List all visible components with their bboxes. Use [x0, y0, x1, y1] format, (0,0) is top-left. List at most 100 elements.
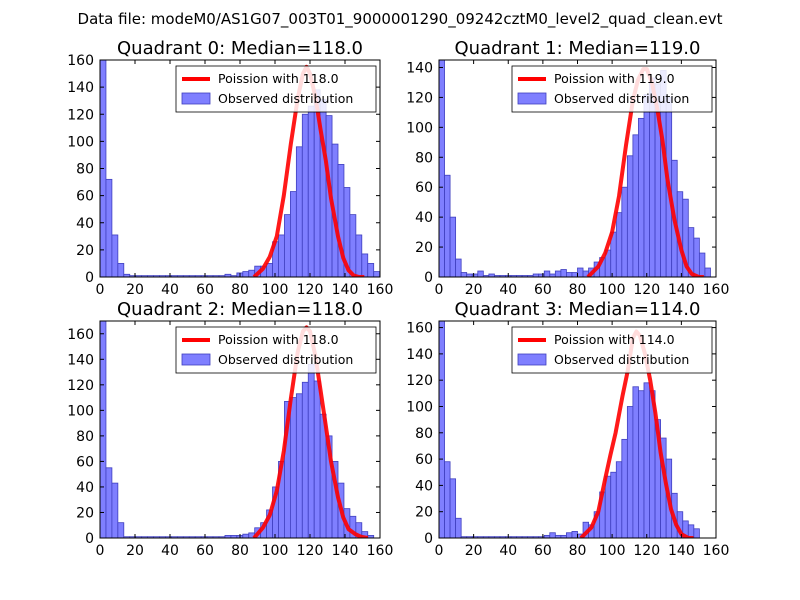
quadrant-1-ytick-0: 0	[424, 270, 433, 286]
quadrant-2-xtick-6: 120	[297, 543, 324, 559]
quadrant-3-bar-46	[693, 528, 700, 538]
quadrant-3-ytick-3: 60	[415, 452, 433, 468]
quadrant-3-bar-0	[439, 321, 445, 538]
quadrant-2-xtick-5: 100	[262, 543, 289, 559]
quadrant-1-bar-2	[449, 216, 457, 277]
quadrant-0-ytick-3: 60	[76, 189, 94, 205]
quadrant-1-ytick-5: 100	[406, 120, 433, 136]
quadrant-0-ytick-1: 20	[76, 243, 94, 259]
quadrant-2-bar-34	[301, 381, 309, 538]
quadrant-0-xtick-8: 160	[367, 282, 394, 298]
quadrant-2-xtick-4: 80	[231, 543, 249, 559]
quadrant-1-xtick-1: 20	[465, 282, 483, 298]
quadrant-2-xtick-2: 40	[161, 543, 179, 559]
quadrant-0-bar-43	[355, 234, 363, 277]
quadrant-3-xtick-4: 80	[569, 543, 587, 559]
quadrant-0-bar-28	[266, 263, 273, 277]
quadrant-2-ytick-3: 60	[76, 454, 94, 470]
figure-suptitle: Data file: modeM0/AS1G07_003T01_90000012…	[78, 10, 723, 29]
quadrant-0-ytick-6: 120	[67, 107, 94, 123]
quadrant-0-xtick-5: 100	[262, 282, 289, 298]
quadrant-1-bar-34	[626, 155, 634, 277]
quadrant-1-legend-hist-label: Observed distribution	[554, 91, 689, 106]
quadrant-3-xtick-2: 40	[499, 543, 517, 559]
quadrant-3-title: Quadrant 3: Median=114.0	[455, 299, 701, 320]
quadrant-0-title: Quadrant 0: Median=118.0	[117, 38, 363, 59]
quadrant-3-legend-hist-label: Observed distribution	[554, 352, 689, 367]
quadrant-0-xtick-0: 0	[96, 282, 105, 298]
quadrant-2-ytick-6: 120	[67, 378, 94, 394]
quadrant-1-bar-21	[554, 270, 562, 277]
quadrant-0-bar-3	[117, 263, 125, 277]
quadrant-0-bar-2	[111, 234, 119, 277]
quadrant-2-bar-35	[307, 363, 315, 538]
quadrant-1-bar-36	[638, 117, 645, 277]
quadrant-3-ytick-7: 140	[406, 347, 433, 363]
quadrant-1-bar-33	[621, 186, 628, 277]
quadrant-0-legend-hist-swatch	[181, 92, 211, 105]
quadrant-1-bar-1	[444, 174, 451, 277]
quadrant-3-xtick-6: 120	[633, 543, 660, 559]
quadrant-1-ytick-3: 60	[415, 180, 433, 196]
quadrant-2-legend: Poission with 118.0 Observed distribution	[175, 326, 377, 374]
quadrant-3-bar-2	[449, 478, 457, 538]
quadrant-3-bar-20	[549, 532, 556, 538]
quadrant-2-xtick-7: 140	[332, 543, 359, 559]
quadrant-2-xtick-3: 60	[196, 543, 214, 559]
quadrant-3-bar-35	[632, 386, 639, 538]
quadrant-1-bar-23	[566, 272, 573, 277]
quadrant-0-bar-46	[373, 271, 380, 277]
quadrant-1-bar-46	[693, 237, 700, 277]
quadrant-1-title: Quadrant 1: Median=119.0	[455, 38, 701, 59]
quadrant-2-xtick-8: 160	[367, 543, 394, 559]
quadrant-3-xtick-5: 100	[599, 543, 626, 559]
quadrant-0-legend: Poission with 118.0 Observed distribution	[175, 65, 377, 113]
quadrant-1-bar-7	[477, 270, 484, 277]
quadrant-1-bar-3	[455, 258, 462, 277]
quadrant-2-xtick-0: 0	[96, 543, 105, 559]
quadrant-0-legend-hist-label: Observed distribution	[218, 91, 353, 106]
quadrant-1-legend-hist-swatch	[517, 92, 547, 105]
quadrant-0-xtick-3: 60	[196, 282, 214, 298]
quadrant-3-bar-31	[610, 471, 617, 538]
quadrant-3-legend: Poission with 114.0 Observed distribution	[511, 326, 713, 374]
quadrant-0-legend-poisson-label: Poission with 118.0	[218, 71, 339, 86]
quadrant-3-legend-hist-swatch	[517, 353, 547, 366]
quadrant-3-ytick-4: 80	[415, 426, 433, 442]
quadrant-3-axes-frame	[438, 320, 717, 539]
quadrant-1-xtick-6: 120	[633, 282, 660, 298]
quadrant-0-ytick-7: 140	[67, 80, 94, 96]
quadrant-3-ytick-5: 100	[406, 399, 433, 415]
quadrant-3-bar-30	[604, 475, 612, 538]
quadrant-1-xtick-4: 80	[569, 282, 587, 298]
quadrant-1-ytick-4: 80	[415, 150, 433, 166]
quadrant-3-ytick-8: 160	[406, 321, 433, 337]
quadrant-0-bar-33	[295, 146, 303, 277]
quadrant-1-xtick-7: 140	[668, 282, 695, 298]
quadrant-2-title: Quadrant 2: Median=118.0	[117, 299, 363, 320]
quadrant-1-xtick-2: 40	[499, 282, 517, 298]
quadrant-0-xtick-6: 120	[297, 282, 324, 298]
quadrant-1-bar-19	[543, 270, 551, 277]
quadrant-3-panel: Quadrant 3: Median=114.0 0 20 40 60 80 100 120 1…	[406, 299, 729, 559]
quadrant-2-bar-24	[242, 533, 250, 538]
quadrant-0-panel: Quadrant 0: Median=118.0 0 20 40 60 80 100 120 1…	[67, 38, 393, 298]
quadrant-2-bar-0	[100, 321, 107, 538]
quadrant-1-bar-32	[615, 212, 623, 277]
quadrant-1-ytick-1: 20	[415, 240, 433, 256]
quadrant-3-bar-3	[455, 517, 462, 538]
quadrant-3-xtick-0: 0	[435, 543, 444, 559]
quadrant-3-legend-poisson-label: Poission with 114.0	[554, 332, 675, 347]
quadrant-0-ytick-5: 100	[67, 134, 94, 150]
quadrant-0-ytick-8: 160	[67, 53, 94, 69]
quadrant-3-bar-32	[615, 461, 623, 538]
quadrant-0-bar-31	[284, 214, 291, 277]
quadrant-1-bar-4	[460, 272, 468, 277]
quadrant-3-bar-36	[638, 390, 645, 538]
quadrant-2-panel: Quadrant 2: Median=118.0 0 20 40 60 80 100 120 1…	[67, 299, 393, 559]
quadrant-3-bar-24	[571, 531, 578, 538]
quadrant-2-ytick-7: 140	[67, 352, 94, 368]
quadrant-0-xtick-1: 20	[126, 282, 144, 298]
quadrant-2-xtick-1: 20	[126, 543, 144, 559]
